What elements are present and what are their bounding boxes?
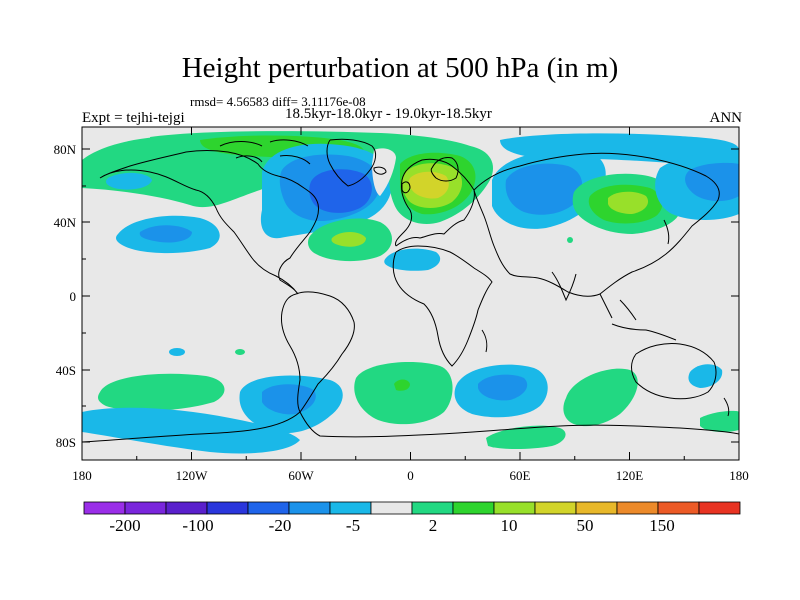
longitude-ticks: [81, 127, 740, 460]
lon-label: 60W: [288, 468, 314, 483]
colorbar-swatch: [83, 501, 126, 515]
contour-indian-blue-mid: [478, 374, 528, 401]
colorbar-swatch: [452, 501, 495, 515]
colorbar-labels: -200 -100 -20 -5 2 10 50 150: [109, 516, 674, 535]
lat-label: 80N: [54, 142, 77, 157]
contour-eastatlantic-blue: [384, 248, 441, 271]
contour-eastasia-yellowgreen: [608, 191, 649, 214]
coast-greenland: [326, 138, 377, 187]
coast-australia: [631, 343, 717, 400]
coast-north-america: [99, 150, 319, 295]
coast-south-america: [281, 291, 355, 413]
contour-small-blue-dot: [169, 348, 185, 356]
contour-south-pacific-green: [98, 373, 225, 411]
colorbar-label: 2: [429, 516, 438, 535]
contour-south-atlantic-green-core: [394, 379, 410, 391]
lon-label: 120E: [616, 468, 644, 483]
coast-asia: [473, 152, 720, 297]
contour-australia-blue: [688, 364, 723, 388]
coast-india: [551, 271, 577, 302]
experiment-label: Expt = tejhi-tejgi: [82, 110, 185, 126]
colorbar-swatch: [124, 501, 167, 515]
lon-label: 0: [407, 468, 414, 483]
lat-label: 0: [70, 289, 77, 304]
lat-label: 40S: [56, 363, 76, 378]
contour-antarctic-green: [486, 425, 566, 449]
colorbar-label: -20: [269, 516, 292, 535]
map-title: Height perturbation at 500 hPa (in m): [181, 52, 619, 84]
contour-south-indian-green: [563, 368, 638, 427]
latitude-labels: 80N 40N 0 40S 80S: [54, 142, 77, 450]
colorbar-swatch: [657, 501, 700, 515]
colorbar-label: 50: [577, 516, 594, 535]
colorbar-swatch: [698, 501, 741, 515]
lat-label: 80S: [56, 435, 76, 450]
colorbar-swatch: [329, 501, 372, 515]
contour-europe-yellow: [408, 171, 449, 199]
colorbar-swatch: [534, 501, 577, 515]
lon-label: 60E: [510, 468, 531, 483]
contour-small-green-dot-2: [567, 237, 573, 243]
lon-label: 180: [729, 468, 749, 483]
contour-small-green-dot: [235, 349, 245, 355]
coast-iceland: [373, 166, 387, 175]
colorbar-label: 150: [649, 516, 675, 535]
season-label: ANN: [709, 110, 743, 126]
colorbar-label: 10: [501, 516, 518, 535]
period-label: 18.5kyr-18.0kyr - 19.0kyr-18.5kyr: [285, 106, 492, 122]
colorbar-swatch: [288, 501, 331, 515]
lon-label: 180: [72, 468, 92, 483]
contour-greenland-zero: [372, 148, 396, 196]
contour-pacific-blue-small: [106, 172, 152, 190]
contour-fill-layer: [82, 131, 739, 454]
colorbar-label: -5: [346, 516, 360, 535]
contour-siberia-blue-mid: [505, 163, 583, 215]
colorbar: [83, 501, 741, 515]
colorbar-swatch: [616, 501, 659, 515]
lon-label: 120W: [176, 468, 209, 483]
longitude-labels: 180 120W 60W 0 60E 120E 180: [72, 468, 749, 483]
coast-canadian-arctic: [219, 139, 311, 165]
coast-europe-africa: [392, 158, 493, 367]
colorbar-swatch: [575, 501, 618, 515]
contour-south-atlantic-green: [354, 362, 453, 425]
colorbar-swatch: [370, 501, 413, 515]
coast-japan: [663, 219, 670, 245]
colorbar-label: -100: [182, 516, 213, 535]
contour-south-band-blue: [82, 407, 300, 454]
contour-pacific-blue-40n-core: [139, 225, 192, 243]
contour-south-america-blue-mid: [262, 384, 316, 415]
contour-atlantic-green-core: [331, 232, 366, 247]
contour-south-pacific-green-right: [700, 410, 739, 433]
coast-madagascar: [481, 329, 488, 353]
colorbar-swatch: [247, 501, 290, 515]
colorbar-swatch: [206, 501, 249, 515]
coast-antarctica: [82, 411, 739, 443]
coastline-layer: [82, 138, 739, 443]
coast-southeast-asia: [599, 293, 677, 341]
latitude-ticks: [82, 148, 739, 443]
contour-atlantic-blue-core: [309, 169, 372, 213]
coast-scandinavia: [430, 157, 459, 182]
colorbar-swatch: [493, 501, 536, 515]
coast-uk: [401, 181, 411, 194]
rmsd-diff-label: rmsd= 4.56583 diff= 3.11176e-08: [190, 94, 366, 109]
colorbar-label: -200: [109, 516, 140, 535]
colorbar-swatch: [165, 501, 208, 515]
colorbar-swatch: [411, 501, 454, 515]
lat-label: 40N: [54, 215, 77, 230]
coast-new-zealand: [723, 397, 730, 417]
